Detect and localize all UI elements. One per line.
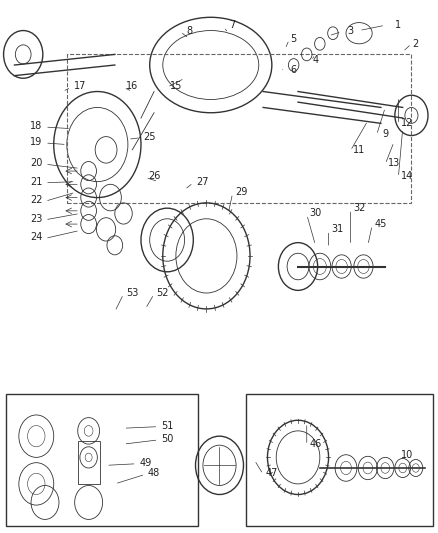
Text: 2: 2 <box>412 39 418 49</box>
Text: 8: 8 <box>185 26 191 36</box>
Bar <box>245 394 432 526</box>
Text: 24: 24 <box>30 232 42 243</box>
Bar <box>6 394 197 526</box>
Text: 13: 13 <box>387 158 399 168</box>
Bar <box>78 441 99 484</box>
Text: 19: 19 <box>30 137 42 147</box>
Text: 1: 1 <box>394 20 400 30</box>
Text: 46: 46 <box>309 439 321 449</box>
Text: 14: 14 <box>400 172 412 181</box>
Text: 31: 31 <box>330 224 343 235</box>
Text: 21: 21 <box>30 176 42 187</box>
Text: 10: 10 <box>400 450 412 460</box>
Text: 16: 16 <box>126 81 138 91</box>
Text: 47: 47 <box>265 469 277 478</box>
Text: 49: 49 <box>139 458 151 467</box>
Text: 51: 51 <box>161 421 173 431</box>
Bar <box>67 54 410 203</box>
Text: 32: 32 <box>352 203 364 213</box>
Text: 53: 53 <box>126 288 138 298</box>
Text: 30: 30 <box>309 208 321 219</box>
Text: 23: 23 <box>30 214 42 224</box>
Text: 15: 15 <box>170 81 182 91</box>
Text: 27: 27 <box>195 176 208 187</box>
Text: 7: 7 <box>229 20 235 30</box>
Text: 29: 29 <box>235 187 247 197</box>
Text: 48: 48 <box>148 469 160 478</box>
Text: 3: 3 <box>346 26 353 36</box>
Text: 50: 50 <box>161 434 173 444</box>
Text: 9: 9 <box>381 129 388 139</box>
Text: 20: 20 <box>30 158 42 168</box>
Text: 52: 52 <box>156 288 169 298</box>
Text: 12: 12 <box>400 118 412 128</box>
Text: 4: 4 <box>312 55 318 64</box>
Text: 11: 11 <box>352 145 364 155</box>
Text: 45: 45 <box>374 219 386 229</box>
Text: 6: 6 <box>290 66 296 75</box>
Text: 22: 22 <box>30 195 42 205</box>
Text: 5: 5 <box>290 34 296 44</box>
Text: 18: 18 <box>30 121 42 131</box>
Text: 25: 25 <box>143 132 155 142</box>
Text: 17: 17 <box>74 81 86 91</box>
Text: 26: 26 <box>148 172 160 181</box>
